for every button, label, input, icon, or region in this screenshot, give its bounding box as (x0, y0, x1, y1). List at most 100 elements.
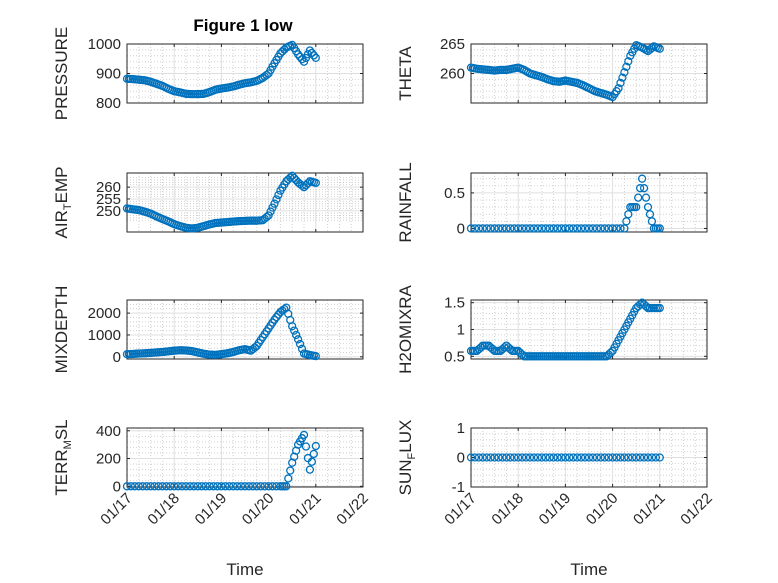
terr-msl-x-axis-label: Time (226, 560, 263, 579)
terr-msl-data-point (146, 482, 155, 491)
terr-msl-y-tick-label: 400 (96, 423, 121, 440)
h2omixra-y-tick-label: 1 (457, 322, 465, 339)
rainfall-data-point (655, 224, 664, 233)
theta-y-tick-label: 260 (440, 66, 465, 83)
sun-flux-data-point (584, 453, 594, 462)
pressure-y-tick-label: 1000 (88, 36, 121, 53)
air-temp-y-tick-label: 250 (96, 203, 121, 220)
pressure-data-point (262, 70, 271, 80)
sun-flux-data-point (588, 453, 598, 462)
pressure-y-tick-label: 800 (96, 95, 121, 112)
rainfall-data-point (482, 224, 491, 233)
terr-msl-x-tick-label: 01/17 (97, 490, 136, 529)
terr-msl-data-point (154, 482, 163, 491)
air-temp-data-point (264, 211, 273, 220)
mixdepth-data-point (272, 312, 281, 322)
rainfall-data-point (521, 224, 531, 233)
terr-msl-data-point (221, 482, 230, 491)
terr-msl-data-point (256, 482, 265, 491)
terr-msl-data-point (217, 482, 226, 491)
air-temp-data-point (268, 203, 277, 212)
sun-flux-data-point (541, 453, 550, 462)
sun-flux-data-point (482, 453, 491, 462)
rainfall-data-point (510, 224, 519, 233)
terr-msl-data-point (264, 482, 273, 491)
terr-msl-data-point (177, 482, 187, 491)
rainfall-data-point (470, 224, 480, 233)
mixdepth-data-point (311, 352, 320, 361)
rainfall-data-point (506, 224, 515, 233)
h2omixra-y-tick-label: 0.5 (444, 348, 465, 365)
rainfall-data-point (502, 224, 511, 233)
terr-msl-data-point (309, 449, 318, 459)
terr-msl-y-axis-label: TERRMSL (52, 419, 74, 495)
sun-flux-data-point (612, 453, 621, 462)
h2omixra-data-point (641, 302, 651, 311)
sun-flux-data-point (498, 453, 507, 462)
sun-flux-data-point (651, 453, 661, 462)
sun-flux-data-point (596, 453, 605, 462)
sun-flux-data-point (478, 453, 487, 462)
rainfall-axes: 0 0.5 RAINFALL (396, 162, 708, 243)
rainfall-data-point (561, 224, 570, 233)
terr-msl-x-tick-label: 01/20 (239, 490, 278, 529)
terr-msl-data-point (301, 442, 311, 451)
sun-flux-data-point (569, 453, 578, 462)
terr-msl-data-point (201, 482, 210, 491)
h2omixra-data-point (655, 303, 664, 313)
sun-flux-data-point (655, 453, 664, 462)
terr-msl-data-point (311, 441, 320, 451)
terr-msl-data-point (162, 482, 171, 491)
sun-flux-data-point (474, 453, 484, 462)
sun-flux-data-point (506, 453, 515, 462)
mixdepth-y-tick-label: 0 (113, 349, 121, 366)
sun-flux-data-point (549, 453, 558, 462)
terr-msl-x-tick-label: 01/21 (286, 490, 325, 529)
h2omixra-y-tick-label: 1.5 (444, 295, 465, 312)
rainfall-data-point (549, 224, 558, 233)
sun-flux-data-point (647, 453, 657, 462)
mixdepth-data-point (293, 335, 303, 344)
rainfall-data-point (639, 184, 649, 193)
terr-msl-data-point (260, 482, 269, 491)
rainfall-data-point (529, 224, 539, 233)
sun-flux-data-point (561, 453, 570, 462)
sun-flux-data-point (466, 453, 476, 462)
rainfall-data-point (569, 224, 578, 233)
pressure-data-point (311, 53, 320, 63)
sun-flux-data-point (557, 453, 566, 462)
sun-flux-data-point (616, 453, 625, 462)
rainfall-data-point (576, 224, 586, 233)
sun-flux-data-point (514, 453, 523, 462)
sun-flux-data-point (580, 453, 590, 462)
sun-flux-data-point (494, 453, 503, 462)
sun-flux-y-tick-label: 0 (457, 450, 465, 467)
air-temp-y-tick-label: 255 (96, 191, 121, 208)
rainfall-data-point (490, 224, 499, 233)
sun-flux-data-point (502, 453, 511, 462)
terr-msl-data-point (170, 482, 179, 491)
terr-msl-data-point (126, 482, 136, 491)
terr-msl-data-point (307, 457, 317, 466)
air-temp-data-point (270, 199, 279, 208)
mixdepth-y-axis-label: MIXDEPTH (52, 286, 71, 374)
terr-msl-data-point (305, 465, 315, 474)
pressure-data-point (305, 46, 315, 55)
air-temp-data-point (311, 178, 320, 188)
terr-msl-data-point (272, 482, 281, 491)
figure-title: Figure 1 low (193, 16, 293, 35)
sun-flux-data-point (620, 453, 629, 462)
sun-flux-data-point (573, 453, 582, 462)
sun-flux-data-point (632, 453, 641, 462)
sun-flux-data-point (517, 453, 527, 462)
terr-msl-data-point (197, 482, 206, 491)
rainfall-data-point (616, 224, 625, 233)
rainfall-data-point (580, 224, 590, 233)
rainfall-data-point (596, 224, 605, 233)
terr-msl-data-point (134, 482, 143, 491)
sun-flux-x-tick-label: 01/22 (677, 490, 716, 529)
terr-msl-data-point (138, 482, 147, 491)
air-temp-data-point (266, 207, 275, 216)
rainfall-data-point (541, 224, 550, 233)
